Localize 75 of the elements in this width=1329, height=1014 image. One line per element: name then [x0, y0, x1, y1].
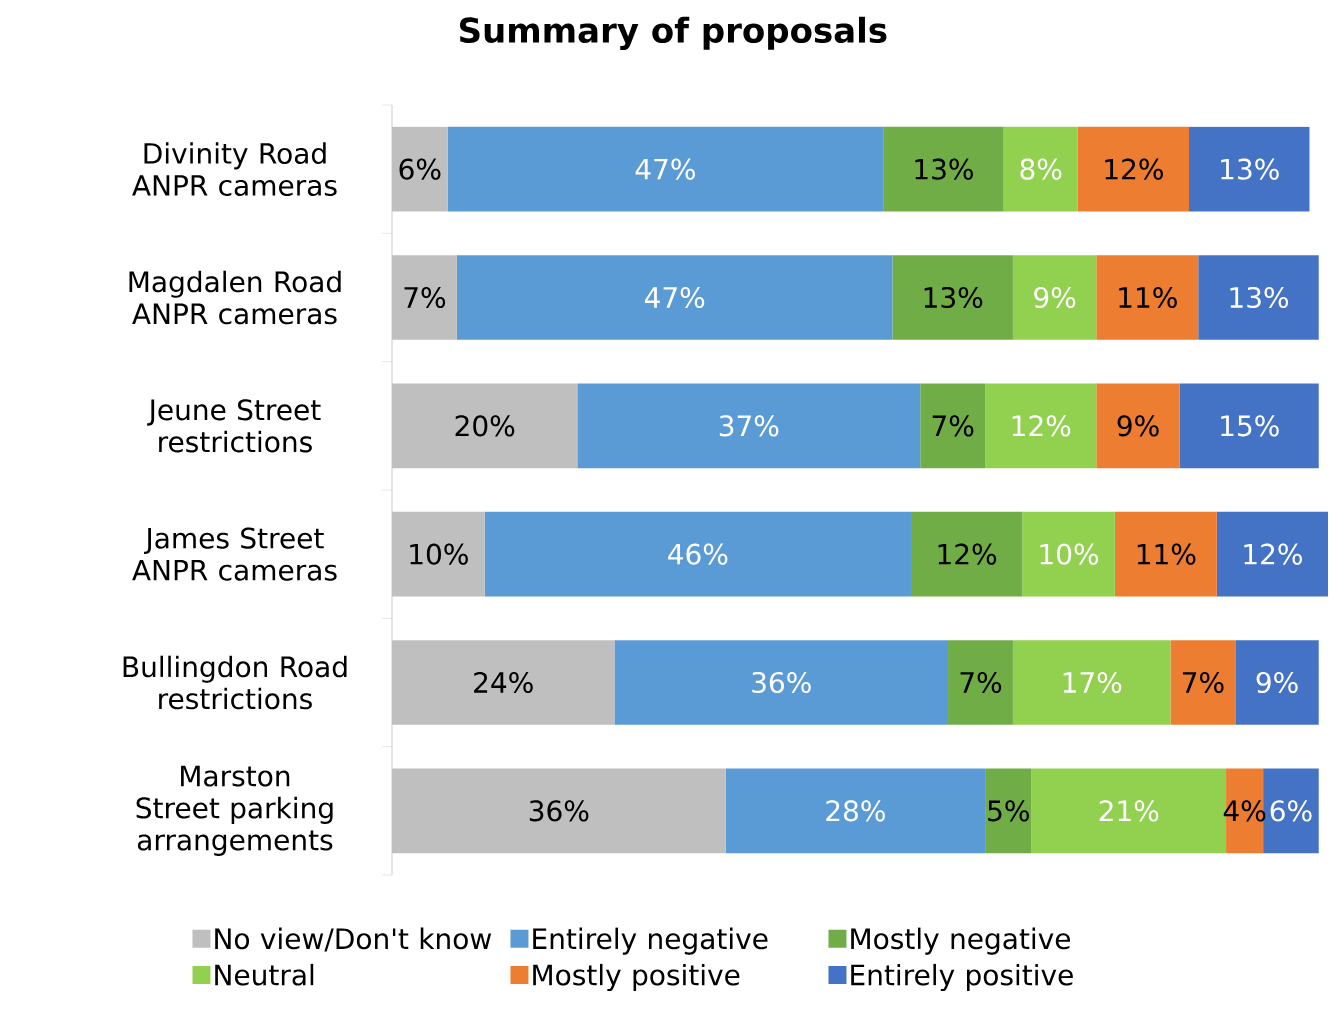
data-label: 24% [474, 671, 533, 694]
bar [1235, 640, 1319, 725]
bar [910, 511, 1023, 597]
legend-label: Mostly negative [851, 927, 1071, 955]
data-label: 13% [924, 286, 983, 309]
bar [985, 383, 1097, 469]
data-label: 20% [455, 415, 515, 437]
bar [1189, 126, 1310, 212]
data-label: 9% [1256, 671, 1298, 694]
data-label: 5% [988, 800, 1029, 822]
legend-label: Entirely negative [533, 927, 768, 955]
data-label: 6% [1270, 800, 1312, 822]
bar [614, 640, 949, 725]
y-tick-label: Marston Street parking arrangements [136, 765, 333, 856]
bar [1012, 640, 1171, 725]
data-label: 7% [960, 671, 1002, 694]
bar [577, 383, 921, 469]
bar [1012, 255, 1097, 340]
bar [1114, 511, 1217, 597]
data-label: 47% [635, 158, 695, 180]
bar [1096, 255, 1199, 340]
bar [1096, 383, 1180, 469]
data-label: 7% [404, 286, 446, 309]
data-label: 6% [399, 158, 441, 180]
y-tick-label: Magdalen Road ANPR cameras [129, 270, 341, 325]
bar [948, 640, 1013, 725]
data-label: 9% [1117, 415, 1159, 437]
data-label: 9% [1034, 286, 1076, 309]
data-label: 12% [1105, 158, 1163, 180]
data-label: 7% [932, 415, 974, 437]
bar [484, 511, 911, 597]
data-label: 13% [915, 158, 973, 180]
chart-title: Summary of proposals [460, 16, 887, 50]
bar [892, 255, 1013, 340]
data-label: 13% [1221, 158, 1279, 180]
bar [447, 126, 884, 212]
data-label: 12% [1244, 543, 1302, 565]
bar [1077, 126, 1189, 212]
bar [1170, 640, 1236, 725]
data-label: 8% [1020, 158, 1062, 180]
y-tick-label: Bullingdon Road restrictions [123, 655, 347, 710]
data-label: 47% [644, 286, 705, 309]
data-label: 28% [826, 800, 885, 822]
data-label: 12% [938, 543, 997, 565]
data-label: 12% [1012, 415, 1071, 437]
bar [985, 768, 1032, 854]
bar [1022, 511, 1115, 597]
data-label: 7% [1182, 671, 1224, 694]
bar [1198, 255, 1319, 340]
data-label: 10% [1040, 543, 1099, 565]
legend-label: Entirely positive [851, 963, 1073, 991]
data-label: 21% [1099, 800, 1159, 822]
legend-label: No view/Don't know [215, 927, 492, 952]
data-label: 17% [1063, 671, 1122, 694]
data-label: 10% [410, 543, 468, 565]
bar [1003, 126, 1078, 212]
legend-label: Neutral [215, 963, 314, 986]
data-label: 37% [719, 415, 779, 437]
y-tick-label: James Street ANPR cameras [132, 527, 337, 581]
bar [1216, 511, 1329, 597]
bar [1179, 383, 1319, 469]
data-label: 15% [1221, 415, 1279, 437]
data-label: 11% [1119, 286, 1177, 309]
data-label: 13% [1230, 286, 1289, 309]
data-label: 36% [752, 671, 811, 694]
bar [456, 255, 893, 340]
data-label: 46% [668, 543, 728, 565]
bar [725, 768, 986, 854]
data-label: 36% [529, 800, 589, 822]
y-tick-label: Jeune Street restrictions [147, 399, 321, 453]
bar [883, 126, 1004, 212]
data-label: 11% [1137, 543, 1196, 565]
y-tick-label: Divinity Road ANPR cameras [132, 142, 337, 197]
bar [920, 383, 986, 469]
legend-label: Mostly positive [533, 963, 740, 991]
